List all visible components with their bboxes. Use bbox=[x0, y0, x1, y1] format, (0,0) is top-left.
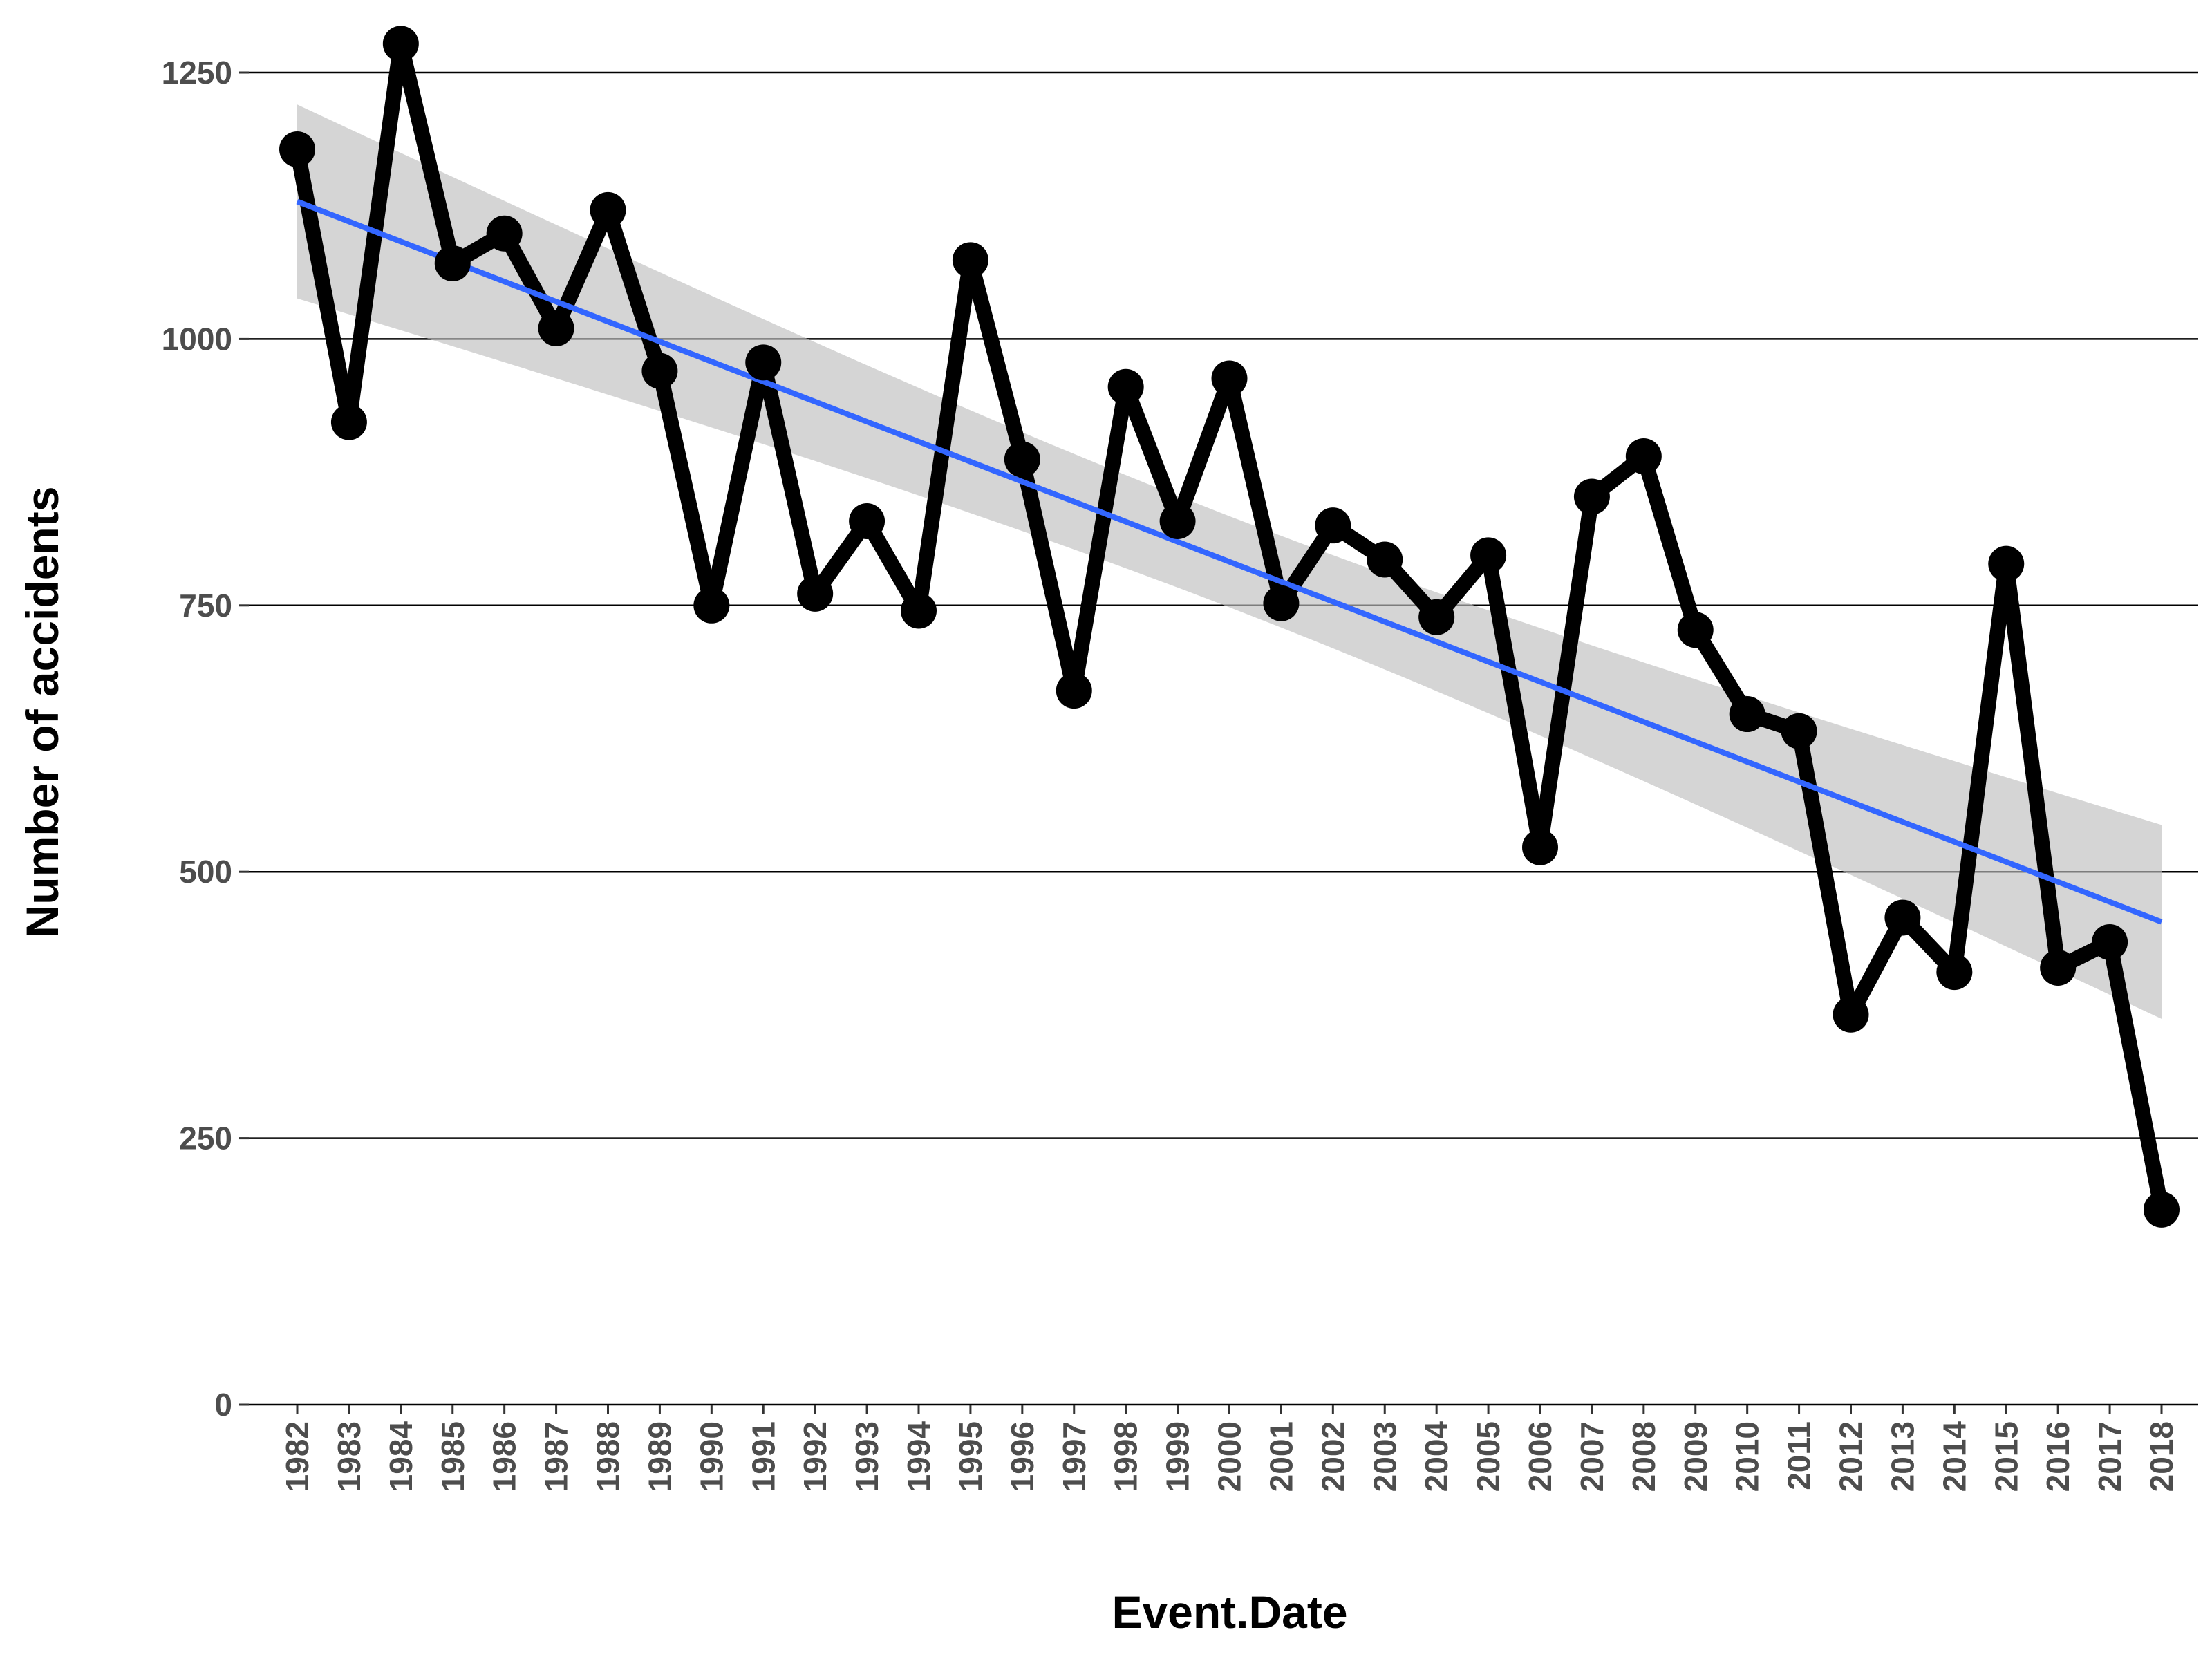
data-point bbox=[486, 215, 523, 252]
data-point bbox=[1573, 478, 1610, 515]
x-tick-label: 1988 bbox=[590, 1421, 626, 1492]
x-tick-label: 2002 bbox=[1315, 1421, 1351, 1492]
data-point bbox=[797, 575, 834, 612]
x-tick-label: 1993 bbox=[849, 1421, 885, 1492]
data-point bbox=[1988, 545, 2025, 582]
x-tick-label: 1982 bbox=[279, 1421, 315, 1492]
data-point bbox=[2040, 949, 2077, 986]
x-tick-label: 2018 bbox=[2144, 1421, 2180, 1492]
x-tick-label: 2014 bbox=[1936, 1421, 1972, 1492]
data-point bbox=[382, 26, 419, 62]
data-point bbox=[1729, 696, 1765, 733]
data-point bbox=[641, 353, 678, 389]
x-tick-label: 1999 bbox=[1160, 1421, 1196, 1492]
trend-line bbox=[296, 198, 2163, 925]
x-tick-label: 1998 bbox=[1108, 1421, 1144, 1492]
y-tick-label: 750 bbox=[179, 588, 232, 624]
x-tick-label: 2017 bbox=[2092, 1421, 2128, 1492]
x-tick-label: 1986 bbox=[487, 1421, 523, 1492]
x-tick-label: 2003 bbox=[1367, 1421, 1403, 1492]
data-point bbox=[1056, 673, 1092, 709]
data-point bbox=[1367, 541, 1403, 578]
x-tick-label: 1987 bbox=[538, 1421, 574, 1492]
data-point bbox=[1159, 503, 1196, 540]
data-point bbox=[849, 503, 885, 540]
x-tick-label: 1995 bbox=[953, 1421, 988, 1492]
x-tick-label: 2015 bbox=[1988, 1421, 2024, 1492]
data-point bbox=[279, 131, 315, 167]
x-tick-label: 2010 bbox=[1730, 1421, 1765, 1492]
data-point bbox=[2144, 1191, 2180, 1228]
data-point bbox=[434, 245, 471, 281]
y-tick-label: 1250 bbox=[162, 55, 232, 91]
x-tick-label: 2012 bbox=[1833, 1421, 1869, 1492]
data-point bbox=[2092, 924, 2128, 960]
data-points-layer bbox=[279, 26, 2180, 1228]
data-point bbox=[1522, 829, 1558, 865]
data-point bbox=[1936, 954, 1973, 991]
y-tick-label: 1000 bbox=[162, 321, 232, 357]
data-point bbox=[1211, 360, 1248, 397]
data-point bbox=[1315, 507, 1351, 544]
data-point bbox=[590, 191, 626, 228]
x-tick-label: 2000 bbox=[1212, 1421, 1248, 1492]
y-tick-label: 250 bbox=[179, 1121, 232, 1156]
series-line-layer bbox=[290, 36, 2169, 1217]
y-axis-title: Number of accidents bbox=[17, 487, 68, 938]
x-tick-label: 2004 bbox=[1418, 1421, 1454, 1492]
y-tick-label: 0 bbox=[214, 1387, 232, 1423]
data-point bbox=[1884, 899, 1921, 936]
x-tick-label: 1989 bbox=[641, 1421, 677, 1492]
x-tick-label: 2007 bbox=[1574, 1421, 1610, 1492]
data-point bbox=[1107, 368, 1144, 405]
x-tick-label: 1991 bbox=[745, 1421, 781, 1492]
axis-layer: 0 250 500 750 1000 1250 1982 1983 1984 1985 1986 19… bbox=[162, 55, 2180, 1492]
data-point bbox=[1625, 438, 1662, 474]
x-tick-label: 1984 bbox=[383, 1421, 419, 1492]
data-point bbox=[330, 404, 367, 440]
x-tick-label: 2013 bbox=[1884, 1421, 1920, 1492]
x-tick-label: 2011 bbox=[1781, 1421, 1817, 1490]
data-point bbox=[1833, 996, 1869, 1033]
x-tick-label: 1996 bbox=[1004, 1421, 1040, 1492]
x-tick-label: 2008 bbox=[1626, 1421, 1662, 1492]
x-tick-label: 2009 bbox=[1678, 1421, 1714, 1492]
data-point bbox=[901, 592, 937, 629]
x-tick-label: 2005 bbox=[1470, 1421, 1506, 1492]
data-point bbox=[1470, 537, 1507, 574]
x-tick-label: 1992 bbox=[797, 1421, 833, 1492]
trend-line-layer bbox=[296, 198, 2163, 925]
data-point bbox=[538, 310, 574, 346]
x-tick-label: 2016 bbox=[2040, 1421, 2076, 1492]
x-tick-label: 2006 bbox=[1522, 1421, 1558, 1492]
data-point bbox=[693, 587, 730, 624]
data-point bbox=[1004, 441, 1040, 478]
x-tick-label: 1985 bbox=[435, 1421, 471, 1492]
data-point bbox=[952, 242, 988, 279]
x-tick-label: 1990 bbox=[693, 1421, 729, 1492]
series-line bbox=[290, 36, 2169, 1217]
x-tick-label: 1997 bbox=[1056, 1421, 1092, 1492]
data-point bbox=[1677, 612, 1714, 648]
y-tick-label: 500 bbox=[179, 854, 232, 890]
x-tick-label: 1994 bbox=[901, 1421, 937, 1492]
data-point bbox=[1418, 599, 1455, 635]
x-tick-label: 1983 bbox=[331, 1421, 367, 1492]
x-tick-label: 2001 bbox=[1263, 1421, 1299, 1492]
data-point bbox=[1781, 713, 1817, 749]
data-point bbox=[1263, 585, 1300, 621]
data-point bbox=[745, 344, 782, 381]
x-axis-title: Event.Date bbox=[1112, 1586, 1347, 1638]
